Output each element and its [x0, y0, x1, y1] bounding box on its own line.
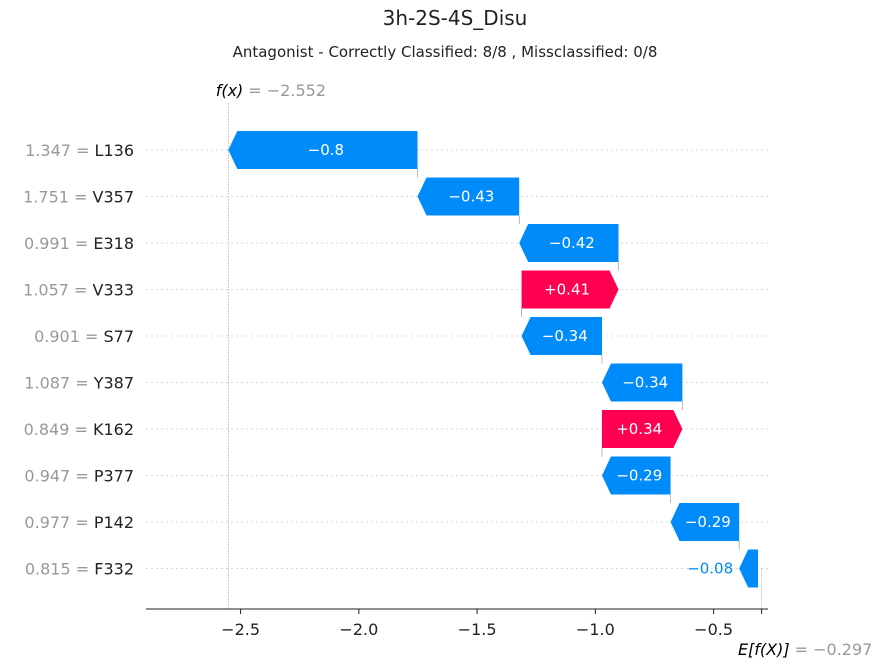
contribution-bar	[228, 131, 418, 169]
feature-value: 1.087 =	[24, 374, 93, 393]
bar-value-label: +0.34	[616, 420, 662, 438]
bar-value-label: −0.34	[622, 374, 668, 392]
feature-labels: 1.347 = L136 1.751 = V357 0.991 = E318 1.05…	[23, 141, 134, 579]
x-tick-label: −1.5	[458, 620, 497, 639]
feature-label: 0.991 = E318	[24, 234, 134, 253]
bar-value-label: −0.43	[448, 188, 494, 206]
feature-label: 0.815 = F332	[25, 560, 134, 579]
feature-name: K162	[93, 420, 134, 439]
contribution-bar	[417, 177, 520, 216]
feature-name: V333	[93, 281, 134, 300]
bar-value-label: −0.34	[542, 327, 588, 345]
contribution-bar	[739, 549, 759, 588]
bar-value-label: −0.29	[685, 513, 731, 531]
feature-name: P142	[94, 513, 134, 532]
feature-name: F332	[94, 560, 134, 579]
chart-title: 3h-2S-4S_Disu	[383, 6, 528, 30]
ex-annotation: E[f(X)] = −0.297	[738, 640, 872, 659]
feature-name: L136	[95, 141, 134, 160]
x-tick-label: −1.0	[576, 620, 615, 639]
chart-subtitle: Antagonist - Correctly Classified: 8/8 ,…	[233, 43, 658, 61]
fx-label: f(x)	[216, 81, 244, 100]
feature-value: 1.057 =	[23, 281, 92, 300]
bar-value-label: −0.08	[687, 560, 733, 578]
feature-value: 0.901 =	[34, 327, 103, 346]
contribution-bar	[670, 503, 740, 541]
contribution-bars: −0.8 −0.43 −0.42 +0.41 −0.34 −0.34 +0.34 −0.29 −…	[228, 131, 759, 588]
feature-label: 1.057 = V333	[23, 281, 134, 300]
feature-name: S77	[103, 327, 134, 346]
ex-label: E[f(X)]	[738, 640, 790, 659]
bar-value-label: −0.29	[616, 467, 662, 485]
x-tick-label: −2.0	[339, 620, 378, 639]
feature-value: 0.947 =	[24, 467, 93, 486]
feature-value: 0.991 =	[24, 234, 93, 253]
feature-label: 1.347 = L136	[25, 141, 134, 160]
feature-label: 0.901 = S77	[34, 327, 134, 346]
fx-annotation: f(x) = −2.552	[216, 81, 326, 100]
feature-label: 0.947 = P377	[24, 467, 134, 486]
reference-lines	[227, 103, 763, 609]
feature-label: 0.849 = K162	[24, 420, 134, 439]
contribution-bar	[601, 410, 683, 448]
contribution-bar	[521, 317, 602, 355]
feature-label: 0.977 = P142	[24, 513, 134, 532]
ex-value: = −0.297	[795, 640, 873, 659]
feature-value: 1.751 =	[23, 188, 92, 207]
bar-value-label: −0.42	[549, 234, 595, 252]
feature-name: Y387	[93, 374, 134, 393]
contribution-bar	[519, 224, 619, 262]
contribution-bar	[521, 270, 619, 309]
feature-name: P377	[94, 467, 134, 486]
x-tick-label: −2.5	[221, 620, 260, 639]
feature-value: 0.849 =	[24, 420, 93, 439]
contribution-bar	[601, 363, 683, 402]
feature-value: 0.815 =	[25, 560, 94, 579]
bar-value-label: −0.8	[308, 141, 344, 159]
feature-value: 1.347 =	[25, 141, 94, 160]
feature-value: 0.977 =	[24, 513, 93, 532]
feature-label: 1.087 = Y387	[24, 374, 134, 393]
feature-label: 1.751 = V357	[23, 188, 134, 207]
bar-value-label: +0.41	[544, 281, 590, 299]
contribution-bar	[601, 456, 671, 495]
feature-name: V357	[93, 188, 134, 207]
x-tick-label: −0.5	[694, 620, 733, 639]
feature-name: E318	[93, 234, 134, 253]
x-axis: −2.5 −2.0 −1.5 −1.0 −0.5	[146, 608, 768, 639]
fx-value: = −2.552	[248, 81, 326, 100]
